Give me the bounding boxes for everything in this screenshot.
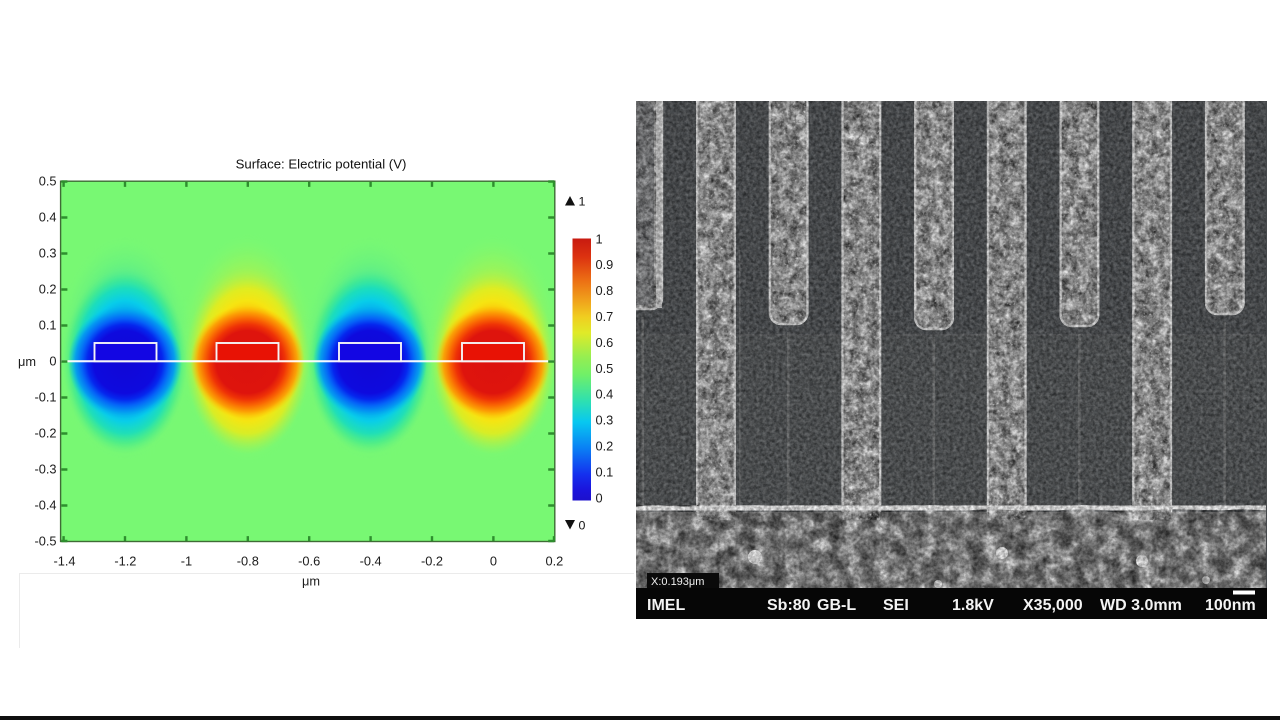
svg-text:0.1: 0.1 — [39, 318, 57, 333]
svg-text:-0.1: -0.1 — [34, 390, 56, 405]
svg-text:0: 0 — [596, 490, 603, 505]
svg-text:0.6: 0.6 — [596, 335, 614, 350]
svg-text:X35,000: X35,000 — [1023, 597, 1083, 614]
svg-text:-0.4: -0.4 — [34, 498, 56, 513]
svg-text:-0.4: -0.4 — [360, 554, 382, 569]
svg-text:-0.5: -0.5 — [34, 534, 56, 549]
svg-text:-0.2: -0.2 — [34, 426, 56, 441]
svg-text:-1: -1 — [181, 554, 192, 569]
svg-text:SEI: SEI — [883, 597, 909, 614]
svg-text:0.2: 0.2 — [39, 282, 57, 297]
svg-text:0.4: 0.4 — [596, 387, 614, 402]
svg-text:-0.3: -0.3 — [34, 462, 56, 477]
svg-text:-0.2: -0.2 — [421, 554, 443, 569]
svg-text:0.5: 0.5 — [596, 361, 614, 376]
svg-text:0: 0 — [49, 354, 56, 369]
svg-text:0.1: 0.1 — [596, 464, 614, 479]
svg-text:-0.6: -0.6 — [298, 554, 320, 569]
svg-text:μm: μm — [18, 354, 36, 369]
svg-text:GB-L: GB-L — [817, 597, 856, 614]
svg-text:-1.2: -1.2 — [114, 554, 136, 569]
svg-text:WD 3.0mm: WD 3.0mm — [1100, 597, 1182, 614]
svg-text:1.8kV: 1.8kV — [952, 597, 994, 614]
svg-text:-0.8: -0.8 — [237, 554, 259, 569]
svg-text:IMEL: IMEL — [647, 597, 685, 614]
svg-text:0.3: 0.3 — [596, 413, 614, 428]
svg-text:1: 1 — [596, 231, 603, 246]
svg-text:0.3: 0.3 — [39, 246, 57, 261]
svg-text:0: 0 — [490, 554, 497, 569]
svg-text:Sb:80: Sb:80 — [767, 597, 811, 614]
svg-text:Surface: Electric potential (V: Surface: Electric potential (V) — [236, 157, 407, 172]
svg-text:-1.4: -1.4 — [53, 554, 75, 569]
svg-text:100nm: 100nm — [1205, 597, 1256, 614]
svg-text:X:0.193μm: X:0.193μm — [651, 576, 704, 588]
svg-text:1: 1 — [579, 195, 586, 209]
svg-text:0.9: 0.9 — [596, 257, 614, 272]
svg-text:0.8: 0.8 — [596, 283, 614, 298]
svg-text:0.7: 0.7 — [596, 309, 614, 324]
svg-text:0.2: 0.2 — [546, 554, 564, 569]
svg-text:0.5: 0.5 — [39, 174, 57, 189]
svg-text:0.4: 0.4 — [39, 210, 57, 225]
svg-text:0: 0 — [579, 519, 586, 533]
svg-text:0.2: 0.2 — [596, 439, 614, 454]
svg-text:μm: μm — [302, 574, 320, 589]
